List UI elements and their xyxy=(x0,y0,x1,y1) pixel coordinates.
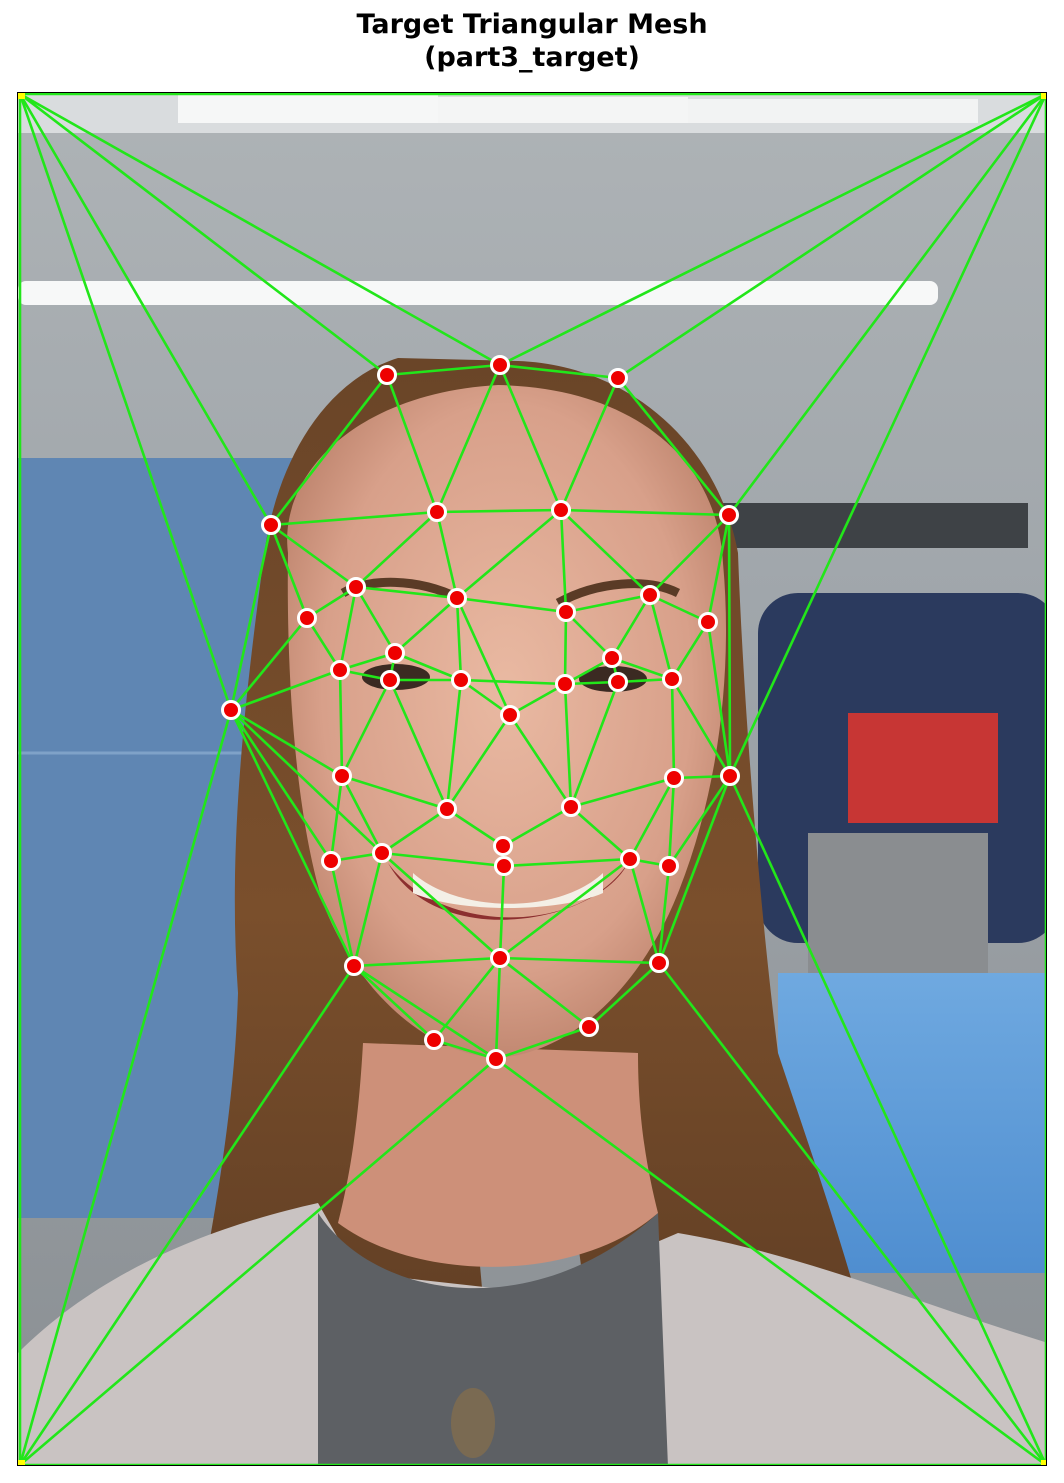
landmark-point xyxy=(453,672,470,689)
landmark-point xyxy=(558,604,575,621)
face-photo xyxy=(18,93,1047,1466)
corner-point xyxy=(1041,93,1047,99)
landmark-point xyxy=(581,1019,598,1036)
plot-title-line-1: Target Triangular Mesh xyxy=(0,8,1064,41)
landmark-point xyxy=(299,610,316,627)
landmark-point xyxy=(666,770,683,787)
landmark-point xyxy=(323,853,340,870)
landmark-point xyxy=(557,676,574,693)
landmark-point xyxy=(348,579,365,596)
landmark-point xyxy=(492,950,509,967)
corner-point xyxy=(18,1460,25,1466)
landmark-point xyxy=(496,858,513,875)
landmark-point xyxy=(604,650,621,667)
landmark-point xyxy=(379,367,396,384)
landmark-point xyxy=(263,517,280,534)
landmark-point xyxy=(382,672,399,689)
plot-title-line-2: (part3_target) xyxy=(0,41,1064,74)
mesh-edge xyxy=(729,515,730,776)
landmark-point xyxy=(488,1051,505,1068)
landmark-point xyxy=(426,1032,443,1049)
landmark-point xyxy=(610,370,627,387)
landmark-point xyxy=(429,504,446,521)
landmark-point xyxy=(439,801,456,818)
plot-title: Target Triangular Mesh (part3_target) xyxy=(0,8,1064,74)
landmark-point xyxy=(346,958,363,975)
landmark-point xyxy=(563,799,580,816)
landmark-point xyxy=(495,838,512,855)
corner-point xyxy=(18,93,25,99)
landmark-point xyxy=(700,614,717,631)
landmark-point xyxy=(492,357,509,374)
landmark-point xyxy=(223,702,240,719)
landmark-point xyxy=(622,851,639,868)
landmark-point xyxy=(387,645,404,662)
landmark-point xyxy=(502,707,519,724)
landmark-point xyxy=(374,845,391,862)
landmark-point xyxy=(610,674,627,691)
landmark-point xyxy=(664,671,681,688)
image-axes xyxy=(17,92,1047,1466)
landmark-point xyxy=(722,768,739,785)
landmark-point xyxy=(651,955,668,972)
landmark-point xyxy=(642,587,659,604)
corner-point xyxy=(1041,1460,1047,1466)
neck xyxy=(338,1043,658,1267)
landmark-point xyxy=(553,502,570,519)
landmark-point xyxy=(449,590,466,607)
landmark-point xyxy=(661,858,678,875)
mesh-edge xyxy=(565,612,566,684)
landmark-point xyxy=(332,662,349,679)
landmark-point xyxy=(721,507,738,524)
landmark-point xyxy=(334,768,351,785)
